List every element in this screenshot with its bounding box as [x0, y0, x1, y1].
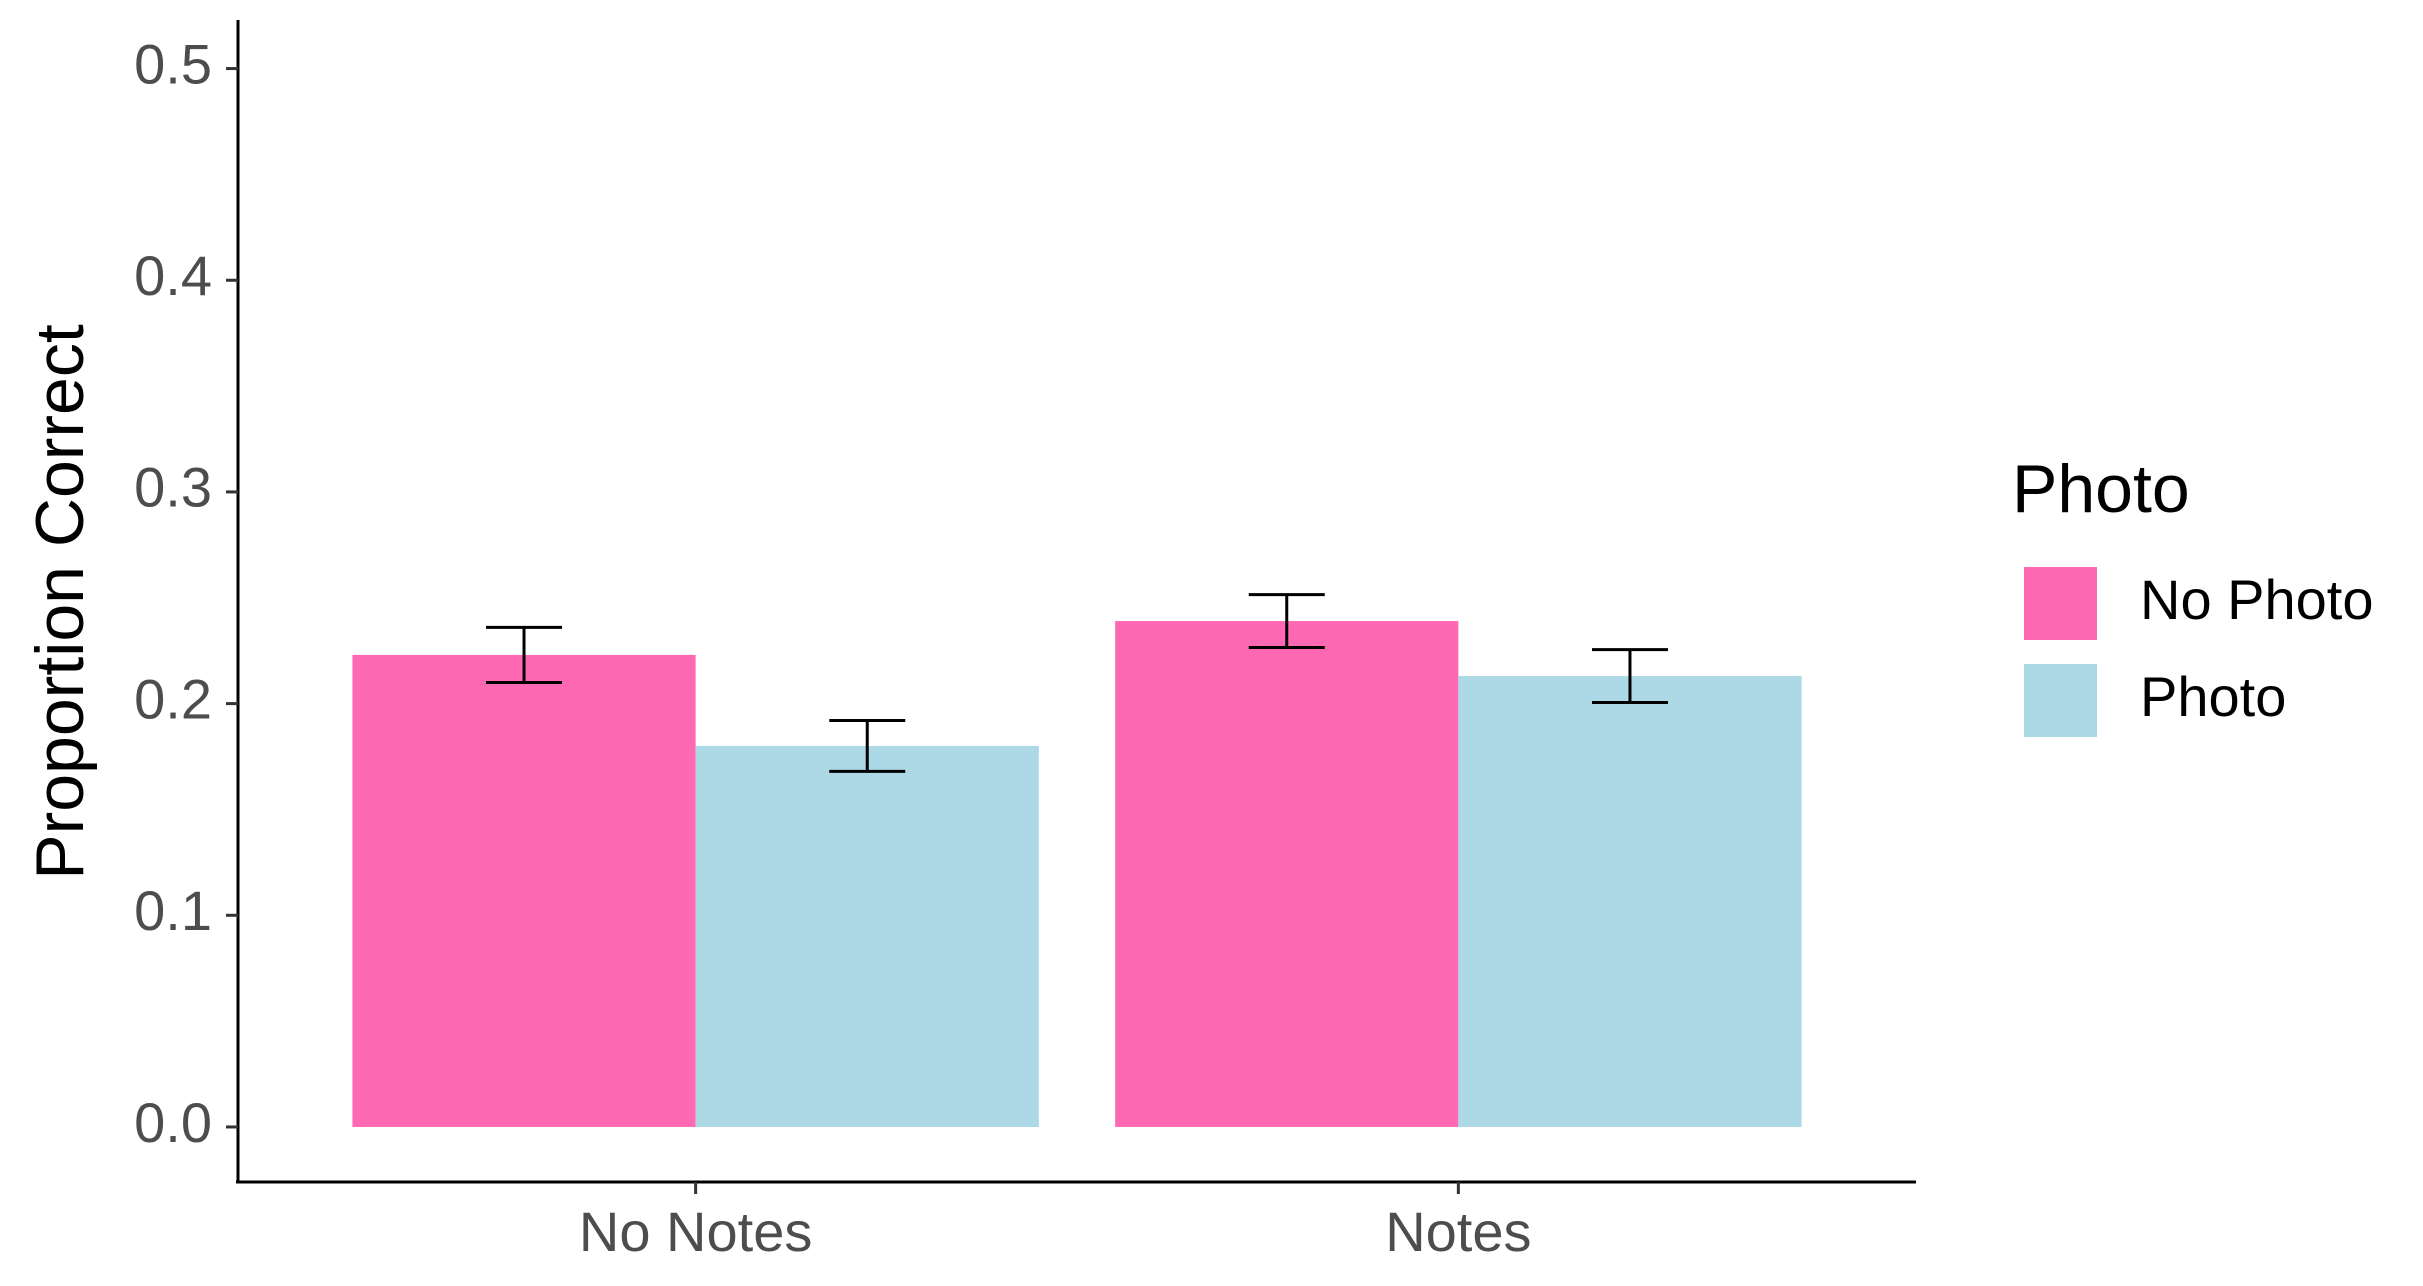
legend-title: Photo — [2012, 451, 2190, 527]
x-tick-label: No Notes — [579, 1200, 812, 1263]
y-tick-label: 0.3 — [134, 456, 212, 519]
error-bar — [1591, 648, 1668, 705]
error-bar — [829, 719, 906, 773]
bar — [1458, 676, 1802, 1127]
error-bar — [1248, 593, 1325, 650]
y-tick-label: 0.5 — [134, 32, 212, 95]
legend-key — [2024, 567, 2097, 640]
bar — [1115, 621, 1459, 1127]
x-tick-label: Notes — [1385, 1200, 1531, 1263]
legend-label: Photo — [2140, 665, 2286, 728]
y-tick-label: 0.1 — [134, 879, 212, 942]
legend-key — [2024, 664, 2097, 737]
y-tick-label: 0.4 — [134, 244, 212, 307]
y-tick-label: 0.2 — [134, 667, 212, 730]
y-axis-title: Proportion Correct — [22, 324, 98, 880]
legend-label: No Photo — [2140, 568, 2374, 631]
bar — [695, 745, 1039, 1127]
error-bar — [486, 625, 563, 684]
bar — [352, 654, 696, 1127]
y-tick-label: 0.0 — [134, 1091, 212, 1154]
